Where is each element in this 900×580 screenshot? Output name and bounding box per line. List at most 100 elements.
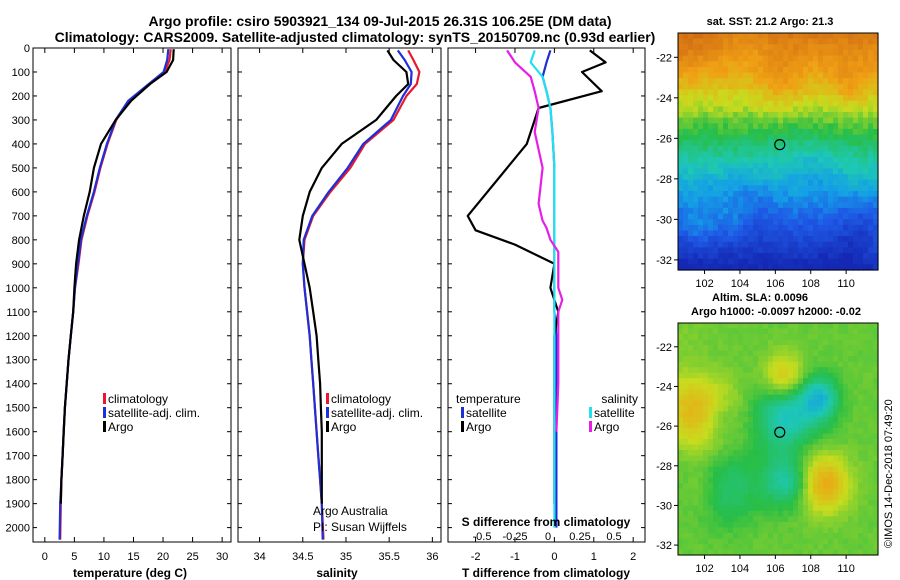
map-cell [683, 405, 689, 412]
map-cell [743, 162, 749, 169]
map-cell [758, 55, 764, 62]
map-cell [818, 339, 824, 346]
map-cell [843, 339, 849, 346]
map-cell [793, 521, 799, 528]
map-cell [843, 134, 849, 141]
map-cell [708, 461, 714, 468]
map-cell [778, 538, 784, 545]
map-cell [853, 33, 859, 40]
map-cell [873, 66, 879, 74]
map-cell [713, 112, 719, 119]
map-cell [788, 117, 794, 124]
y-tick-label: 400 [12, 139, 30, 151]
map-cell [763, 230, 769, 237]
sst-cells [678, 33, 879, 271]
map-cell [713, 106, 719, 113]
map-cell [733, 33, 739, 40]
map-cell [848, 345, 854, 352]
map-cell [713, 466, 719, 473]
map-cell [723, 461, 729, 468]
map-cell [738, 191, 744, 198]
map-cell [848, 207, 854, 215]
map-cell [853, 455, 859, 462]
map-cell [868, 253, 874, 260]
map-cell [783, 527, 789, 534]
map-cell [678, 477, 684, 484]
map-cell [793, 128, 799, 136]
map-cell [828, 516, 834, 523]
sla-cells [678, 323, 879, 556]
series-line [506, 49, 564, 432]
map-cell [703, 123, 709, 130]
map-cell [743, 168, 749, 175]
map-cell [863, 128, 869, 136]
map-cell [728, 455, 734, 462]
map-cell [788, 505, 794, 512]
map-cell [843, 151, 849, 158]
map-cell [808, 33, 814, 40]
map-cell [693, 100, 699, 107]
map-cell [798, 106, 804, 113]
map-cell [778, 400, 784, 407]
map-cell [798, 253, 804, 260]
map-cell [783, 38, 789, 45]
map-cell [838, 356, 844, 363]
map-cell [808, 411, 814, 418]
map-cell [683, 219, 689, 226]
map-cell [698, 72, 704, 79]
map-cell [848, 394, 854, 401]
map-cell [708, 117, 714, 124]
map-cell [713, 405, 719, 412]
map-cell [803, 378, 809, 385]
map-cell [738, 224, 744, 232]
x-tick-label: 2 [630, 551, 636, 563]
map-cell [833, 494, 839, 501]
map-cell [793, 544, 799, 551]
map-cell [853, 389, 859, 396]
map-cell [748, 328, 754, 335]
map-cell [748, 100, 754, 107]
legend-swatch [461, 407, 464, 418]
map-cell [853, 439, 859, 446]
map-cell [793, 411, 799, 418]
map-cell [718, 494, 724, 501]
map-cell [768, 461, 774, 468]
map-cell [753, 157, 759, 164]
map-cell [773, 191, 779, 198]
map-cell [728, 49, 734, 57]
map-cell [788, 151, 794, 158]
map-cell [683, 78, 689, 85]
map-cell [838, 89, 844, 96]
map-cell [863, 356, 869, 363]
map-cell [843, 461, 849, 468]
map-cell [858, 219, 864, 226]
map-cell [688, 44, 694, 51]
map-cell [728, 527, 734, 534]
map-cell [803, 383, 809, 390]
map-cell [773, 538, 779, 545]
map-cell [753, 55, 759, 62]
map-cell [753, 49, 759, 57]
map-cell [748, 219, 754, 226]
map-cell [808, 72, 814, 79]
map-cell [788, 112, 794, 119]
map-cell [708, 494, 714, 501]
map-cell [693, 207, 699, 215]
map-cell [813, 134, 819, 141]
map-cell [838, 499, 844, 506]
map-cell [748, 444, 754, 451]
map-cell [683, 544, 689, 551]
map-cell [713, 400, 719, 407]
map-cell [803, 174, 809, 181]
map-cell [728, 202, 734, 209]
map-cell [688, 339, 694, 346]
map-cell [783, 361, 789, 368]
map-cell [793, 538, 799, 545]
map-cell [863, 416, 869, 423]
map-cell [798, 44, 804, 51]
map-cell [678, 532, 684, 539]
map-cell [723, 538, 729, 545]
map-cell [733, 128, 739, 136]
map-cell [873, 202, 879, 209]
map-cell [793, 483, 799, 490]
